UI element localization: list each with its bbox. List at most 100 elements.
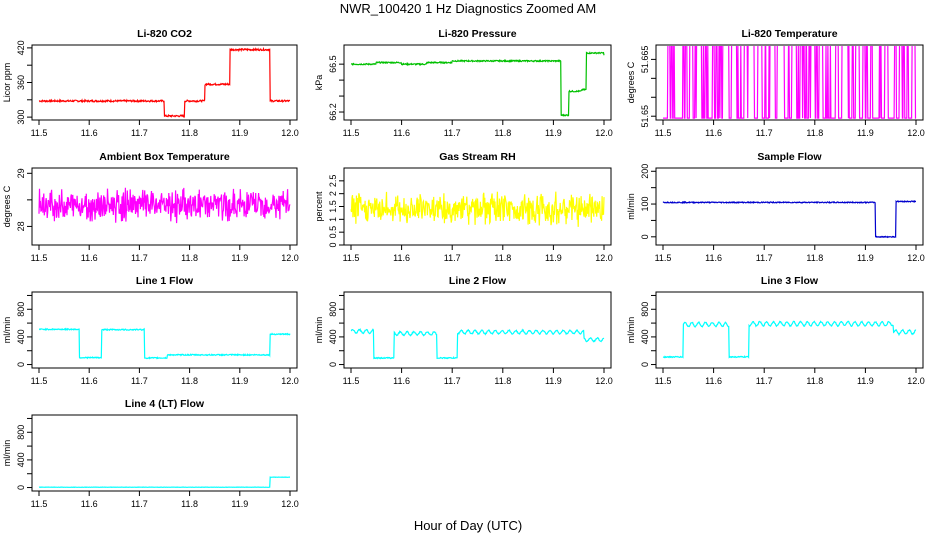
y-tick-label: 2 <box>328 191 338 196</box>
x-tick-label: 11.7 <box>756 253 773 263</box>
x-tick-label: 11.7 <box>444 376 461 386</box>
y-tick-label: 100 <box>640 197 650 212</box>
x-tick-label: 11.5 <box>31 253 48 263</box>
y-tick-label: 66.2 <box>328 103 338 121</box>
y-tick-label: 0 <box>640 362 650 367</box>
y-tick-label: 360 <box>16 75 26 90</box>
y-tick-label: 0 <box>328 362 338 367</box>
x-tick-label: 11.7 <box>756 376 773 386</box>
chart-title: Line 4 (LT) Flow <box>125 398 205 410</box>
x-tick-label: 11.9 <box>857 128 874 138</box>
page-title: NWR_100420 1 Hz Diagnostics Zoomed AM <box>339 1 597 16</box>
x-tick-label: 11.6 <box>393 376 410 386</box>
x-tick-label: 11.9 <box>857 253 874 263</box>
chart-panel: Sample Flow 11.5 11.6 11.7 11.8 11.9 12.0 0 100 2… <box>626 151 925 263</box>
chart-panel: Li-820 CO2 11.5 11.6 11.7 11.8 11.9 12.0 300 360… <box>2 28 299 138</box>
y-tick-label: 0.5 <box>328 226 338 239</box>
x-tick-label: 11.7 <box>444 128 461 138</box>
chart-panel: Line 1 Flow 11.5 11.6 11.7 11.8 11.9 12.0 0 400 8… <box>2 275 299 386</box>
y-axis-label: ml/min <box>626 193 636 220</box>
y-tick-label: 300 <box>16 110 26 125</box>
y-tick-label: 29 <box>16 168 26 178</box>
y-tick-label: 400 <box>16 452 26 467</box>
x-tick-label: 12.0 <box>595 253 613 263</box>
series-line <box>662 199 916 239</box>
x-tick-label: 11.6 <box>81 128 98 138</box>
series-line <box>38 187 291 224</box>
x-tick-label: 12.0 <box>907 128 925 138</box>
x-tick-label: 11.5 <box>31 128 48 138</box>
y-tick-label: 800 <box>16 302 26 317</box>
x-tick-label: 12.0 <box>907 376 925 386</box>
chart-panel: Line 4 (LT) Flow 11.5 11.6 11.7 11.8 11.9 12.0… <box>2 398 299 509</box>
plot-frame <box>31 167 298 246</box>
chart-title: Line 1 Flow <box>136 275 194 287</box>
y-tick-label: 51.65 <box>640 105 650 128</box>
y-axis-label: degrees C <box>2 185 12 227</box>
y-axis-label: Licor ppm <box>2 63 12 103</box>
x-tick-label: 11.8 <box>181 253 198 263</box>
y-axis-label: ml/min <box>626 317 636 344</box>
y-tick-label: 66.5 <box>328 55 338 73</box>
y-axis-label: ml/min <box>2 440 12 467</box>
x-tick-label: 12.0 <box>281 253 299 263</box>
chart-panel: Ambient Box Temperature 11.5 11.6 11.7 11.8 1… <box>2 151 299 263</box>
plot-frame <box>31 414 298 492</box>
series-line <box>39 327 291 360</box>
x-tick-label: 12.0 <box>281 128 299 138</box>
y-tick-label: 1.5 <box>328 200 338 213</box>
x-tick-label: 11.9 <box>231 128 248 138</box>
x-tick-label: 12.0 <box>281 499 299 509</box>
x-tick-label: 11.5 <box>343 376 360 386</box>
x-tick-label: 11.5 <box>655 253 672 263</box>
x-tick-label: 11.6 <box>81 499 98 509</box>
x-tick-label: 12.0 <box>595 376 613 386</box>
x-tick-label: 11.8 <box>806 128 823 138</box>
x-tick-label: 11.5 <box>655 128 672 138</box>
x-tick-label: 11.7 <box>444 253 461 263</box>
y-tick-label: 400 <box>640 329 650 344</box>
y-tick-label: 28 <box>16 221 26 231</box>
x-tick-label: 11.8 <box>806 376 823 386</box>
x-tick-label: 11.9 <box>545 376 562 386</box>
x-tick-label: 11.5 <box>31 376 48 386</box>
x-tick-label: 12.0 <box>281 376 299 386</box>
series-line <box>350 191 605 227</box>
y-tick-label: 2.5 <box>328 175 338 188</box>
x-tick-label: 11.8 <box>494 128 511 138</box>
chart-title: Li-820 Temperature <box>741 28 837 40</box>
chart-panel: Line 2 Flow 11.5 11.6 11.7 11.8 11.9 12.0 0 400 8… <box>314 275 613 386</box>
x-tick-label: 11.9 <box>231 499 248 509</box>
plot-frame <box>655 167 924 246</box>
x-tick-label: 11.9 <box>545 253 562 263</box>
series-line <box>350 51 605 117</box>
x-tick-label: 11.6 <box>81 376 98 386</box>
chart-title: Ambient Box Temperature <box>99 151 230 163</box>
y-tick-label: 200 <box>640 164 650 179</box>
chart-title: Li-820 Pressure <box>438 28 516 40</box>
x-tick-label: 11.8 <box>181 128 198 138</box>
y-tick-label: 0 <box>640 234 650 239</box>
plot-frame <box>343 291 612 369</box>
x-tick-label: 11.7 <box>131 499 148 509</box>
x-tick-label: 11.9 <box>545 128 562 138</box>
series-line <box>663 46 917 119</box>
x-tick-label: 11.8 <box>181 499 198 509</box>
x-tick-label: 11.5 <box>31 499 48 509</box>
y-axis-label: ml/min <box>2 317 12 344</box>
chart-title: Li-820 CO2 <box>137 28 192 40</box>
y-tick-label: 800 <box>328 302 338 317</box>
y-tick-label: 0 <box>328 242 338 247</box>
x-tick-label: 12.0 <box>595 128 613 138</box>
y-axis-label: kPa <box>314 75 324 91</box>
y-axis-label: ml/min <box>314 317 324 344</box>
chart-panel: Li-820 Temperature 11.5 11.6 11.7 11.8 11.9 12… <box>626 28 925 138</box>
series-line <box>350 327 605 360</box>
x-tick-label: 11.6 <box>705 376 722 386</box>
y-tick-label: 0 <box>16 485 26 490</box>
x-tick-label: 11.7 <box>131 253 148 263</box>
x-tick-label: 11.5 <box>343 128 360 138</box>
series-line <box>662 320 917 359</box>
x-tick-label: 12.0 <box>907 253 925 263</box>
